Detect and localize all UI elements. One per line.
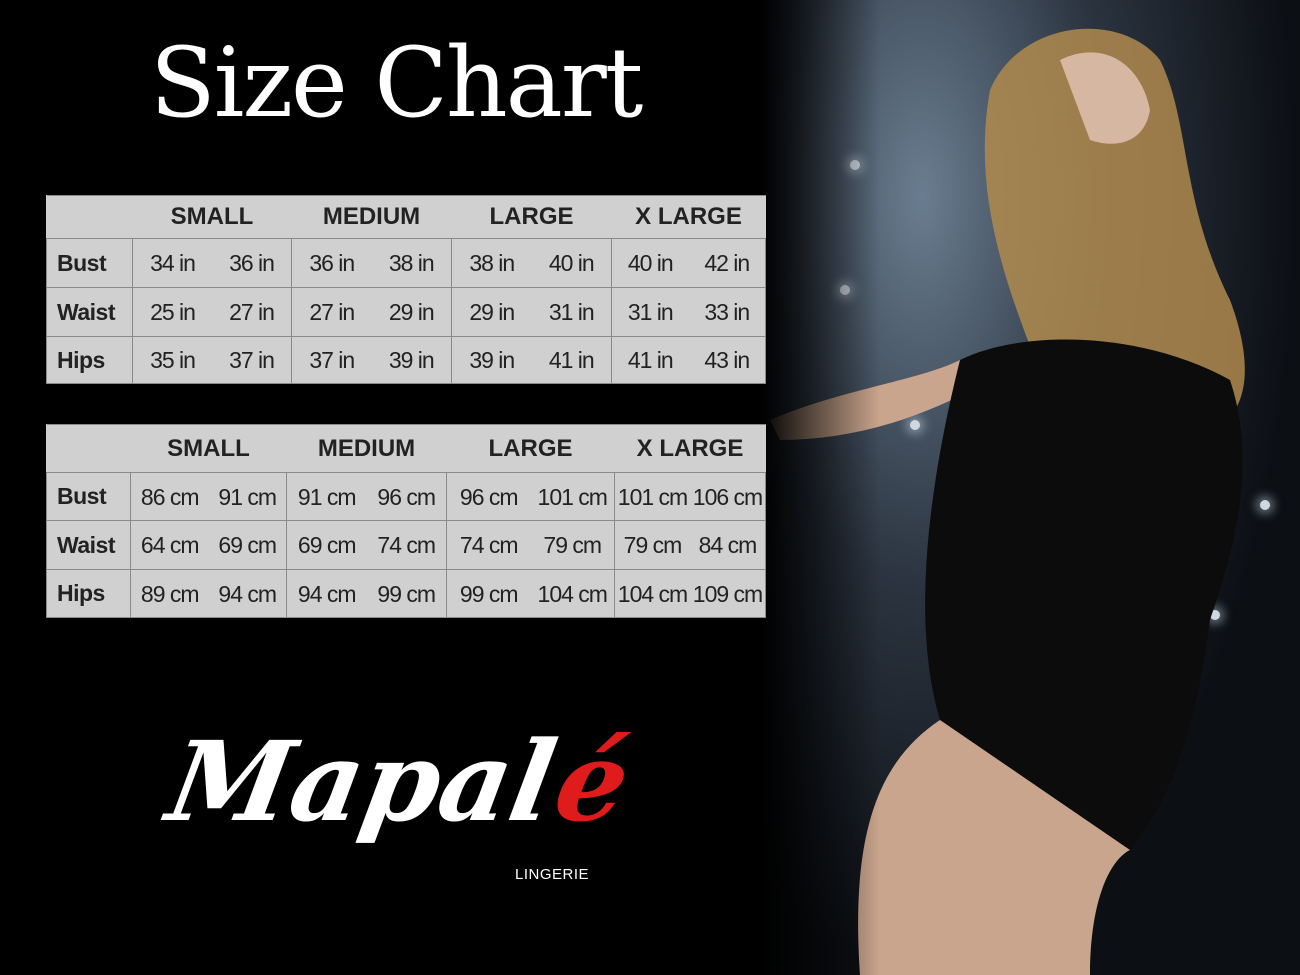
row-label: Waist <box>46 520 131 570</box>
cell-value: 29 in <box>388 299 435 326</box>
size-header: X LARGE <box>614 424 766 473</box>
size-header: SMALL <box>130 424 287 473</box>
cell-value: 36 in <box>309 250 355 277</box>
table-row: Bust 34 in 36 in 36 in 38 in 38 in 40 in 40… <box>46 238 766 288</box>
cell-value: 91 cm <box>218 483 277 510</box>
cell-value: 99 cm <box>377 580 436 607</box>
size-table-cm: SMALL MEDIUM LARGE X LARGE Bust 86 cm 91 … <box>46 424 766 618</box>
cell-value: 64 cm <box>140 532 200 559</box>
cell-value: 84 cm <box>698 532 758 559</box>
cell-value: 34 in <box>150 250 196 277</box>
cell-value: 35 in <box>150 347 196 374</box>
cell-value: 42 in <box>704 250 750 277</box>
size-header: X LARGE <box>611 195 766 239</box>
table-header-row: SMALL MEDIUM LARGE X LARGE <box>46 424 766 473</box>
cell-value: 69 cm <box>218 532 277 559</box>
cell-value: 104 cm <box>537 580 608 607</box>
table-row: Hips 35 in 37 in 37 in 39 in 39 in 41 in 41… <box>46 336 766 384</box>
cell-value: 25 in <box>150 299 196 326</box>
row-label: Waist <box>46 287 133 337</box>
cell-value: 39 in <box>469 347 515 374</box>
cell-value: 101 cm <box>537 483 608 510</box>
cell-value: 33 in <box>704 299 750 326</box>
cell-value: 43 in <box>704 347 750 374</box>
row-label: Bust <box>46 238 133 288</box>
cell-value: 86 cm <box>140 483 200 510</box>
logo-subtitle: LINGERIE <box>515 866 590 883</box>
cell-value: 31 in <box>627 299 674 326</box>
cell-value: 101 cm <box>617 483 688 510</box>
cell-value: 94 cm <box>218 580 277 607</box>
logo-text: Mapal <box>159 717 565 846</box>
cell-value: 38 in <box>388 250 435 277</box>
cell-value: 94 cm <box>297 580 357 607</box>
cell-value: 104 cm <box>617 580 688 607</box>
row-label: Hips <box>46 336 133 384</box>
cell-value: 74 cm <box>459 532 519 559</box>
cell-value: 89 cm <box>140 580 200 607</box>
cell-value: 41 in <box>548 347 595 374</box>
model-photo <box>760 0 1300 975</box>
size-header: SMALL <box>132 195 292 239</box>
table-row: Hips 89 cm 94 cm 94 cm 99 cm 99 cm 104 cm 1… <box>46 569 766 618</box>
cell-value: 106 cm <box>692 483 763 510</box>
row-label: Hips <box>46 569 131 618</box>
table-row: Waist 64 cm 69 cm 69 cm 74 cm 74 cm 79 cm 7… <box>46 520 766 570</box>
tufted-button <box>1210 610 1220 620</box>
tufted-button <box>1260 500 1270 510</box>
table-row: Waist 25 in 27 in 27 in 29 in 29 in 31 in 3… <box>46 287 766 337</box>
table-row: Bust 86 cm 91 cm 91 cm 96 cm 96 cm 101 cm 1… <box>46 472 766 521</box>
size-header: LARGE <box>446 424 615 473</box>
size-header: LARGE <box>451 195 612 239</box>
size-table-inches: SMALL MEDIUM LARGE X LARGE Bust 34 in 36 … <box>46 195 766 384</box>
cell-value: 79 cm <box>623 532 683 559</box>
cell-value: 96 cm <box>377 483 436 510</box>
cell-value: 37 in <box>309 347 355 374</box>
cell-value: 29 in <box>469 299 515 326</box>
cell-value: 91 cm <box>297 483 357 510</box>
cell-value: 40 in <box>627 250 674 277</box>
cell-value: 69 cm <box>297 532 357 559</box>
cell-value: 27 in <box>229 299 275 326</box>
cell-value: 40 in <box>548 250 595 277</box>
cell-value: 79 cm <box>543 532 602 559</box>
row-label: Bust <box>46 472 131 521</box>
page-title: Size Chart <box>150 27 643 139</box>
cell-value: 37 in <box>229 347 275 374</box>
cell-value: 36 in <box>229 250 275 277</box>
cell-value: 27 in <box>309 299 355 326</box>
table-header-row: SMALL MEDIUM LARGE X LARGE <box>46 195 766 239</box>
tufted-button <box>910 420 920 430</box>
cell-value: 96 cm <box>459 483 519 510</box>
cell-value: 39 in <box>388 347 435 374</box>
cell-value: 31 in <box>548 299 595 326</box>
cell-value: 41 in <box>627 347 674 374</box>
cell-value: 38 in <box>469 250 515 277</box>
size-header: MEDIUM <box>286 424 447 473</box>
brand-logo: Mapalé <box>159 717 639 847</box>
model-silhouette <box>770 28 1245 975</box>
cell-value: 109 cm <box>692 580 763 607</box>
size-header: MEDIUM <box>291 195 452 239</box>
cell-value: 99 cm <box>459 580 519 607</box>
cell-value: 74 cm <box>377 532 436 559</box>
